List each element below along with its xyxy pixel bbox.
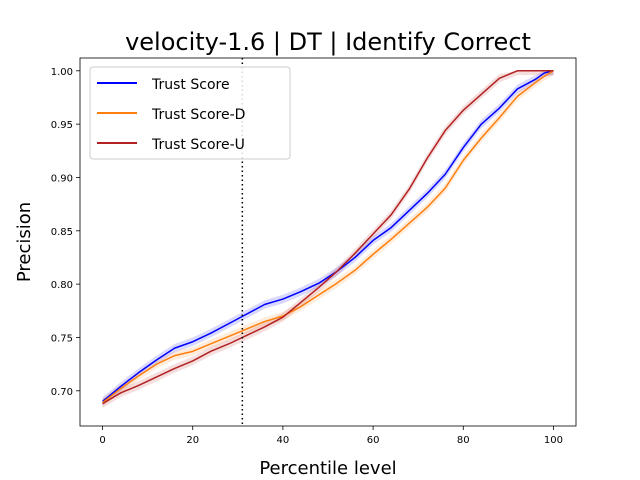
legend: Trust Score Trust Score-D Trust Score-U	[89, 66, 291, 160]
x-axis-ticks: 0 20 40 60 80 100	[99, 426, 563, 446]
confidence-bands	[102, 70, 554, 408]
y-tick-label: 0.90	[51, 173, 73, 184]
x-tick-label: 100	[544, 435, 563, 446]
x-tick-label: 40	[277, 435, 290, 446]
y-tick-label: 0.70	[51, 387, 73, 398]
chart-title: velocity-1.6 | DT | Identify Correct	[125, 28, 531, 56]
y-axis-ticks: 0.70 0.75 0.80 0.85 0.90 0.95 1.00	[51, 67, 80, 398]
plot-area-frame	[79, 57, 577, 427]
x-tick-label: 20	[186, 435, 199, 446]
confidence-band	[102, 70, 554, 407]
y-tick-label: 0.80	[51, 280, 73, 291]
y-tick-label: 1.00	[51, 67, 73, 78]
y-tick-label: 0.95	[51, 120, 73, 131]
x-tick-label: 80	[457, 435, 470, 446]
series-lines	[102, 70, 554, 405]
legend-label: Trust Score-D	[151, 107, 245, 123]
x-axis-label: Percentile level	[259, 458, 396, 479]
series-line	[102, 70, 554, 404]
y-tick-label: 0.75	[51, 333, 73, 344]
legend-label: Trust Score	[151, 77, 230, 93]
x-tick-label: 60	[367, 435, 380, 446]
legend-label: Trust Score-U	[151, 137, 245, 153]
y-axis-label: Precision	[14, 202, 35, 282]
series-line	[102, 70, 554, 405]
x-tick-label: 0	[99, 435, 105, 446]
y-tick-label: 0.85	[51, 227, 73, 238]
legend-frame	[89, 66, 291, 160]
